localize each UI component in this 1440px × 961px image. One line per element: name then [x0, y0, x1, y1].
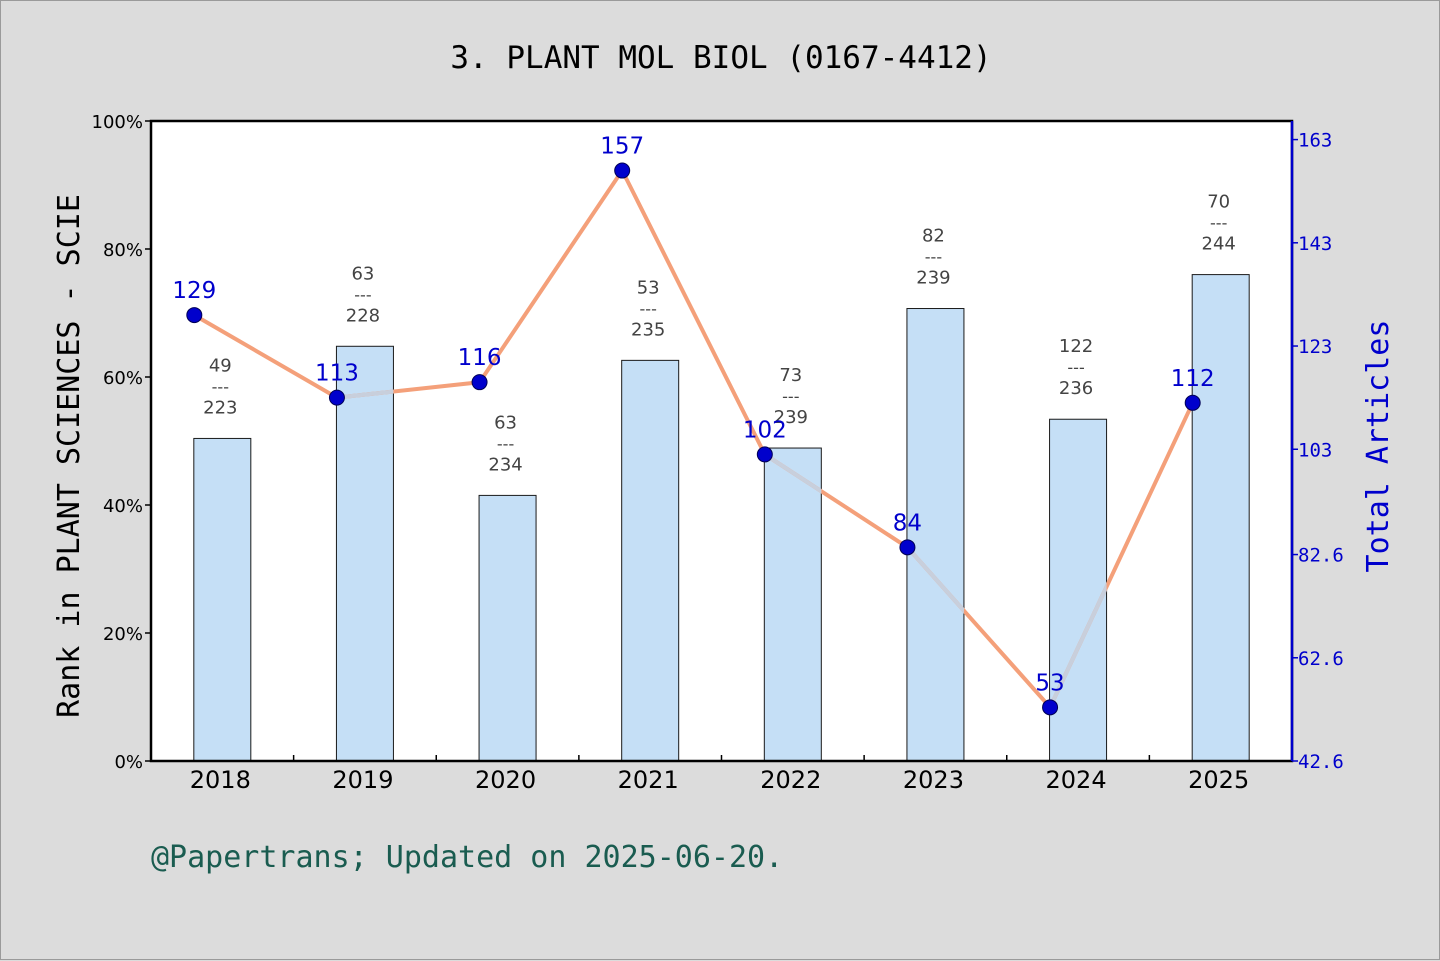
- y2-tick-label: 82.6: [1298, 545, 1344, 567]
- rank-bar: [1191, 274, 1250, 762]
- x-tick-label: 2024: [1046, 766, 1107, 794]
- rank-label-total: 235: [631, 319, 665, 340]
- rank-label-total: 239: [916, 268, 950, 289]
- y-tick-label: 0%: [114, 752, 143, 773]
- articles-value-label: 129: [172, 278, 216, 304]
- rank-label-rank: 82: [922, 226, 945, 247]
- rank-bar: [621, 359, 680, 762]
- rank-label-separator: ---: [212, 377, 229, 396]
- rank-label-rank: 70: [1207, 192, 1230, 213]
- footer-note: @Papertrans; Updated on 2025-06-20.: [151, 840, 783, 875]
- rank-label-total: 239: [774, 407, 808, 428]
- rank-bar: [478, 494, 537, 762]
- x-tick-label: 2021: [618, 766, 679, 794]
- rank-label-total: 244: [1202, 234, 1236, 255]
- articles-value-label: 112: [1171, 366, 1215, 392]
- y-tick-label: 40%: [103, 496, 143, 517]
- articles-point: [1184, 394, 1201, 411]
- articles-point: [756, 446, 773, 463]
- y2-axis-label: Total Articles: [1361, 320, 1396, 573]
- y2-tick-label: 103: [1298, 439, 1332, 461]
- articles-marker-group: [186, 162, 1201, 716]
- rank-label-group: 49---22363---22863---23453---23573---239…: [203, 192, 1236, 476]
- articles-value-label: 84: [893, 510, 922, 536]
- x-tick-label: 2025: [1188, 766, 1249, 794]
- rank-bar: [335, 345, 394, 762]
- rank-label-total: 234: [488, 454, 522, 475]
- x-tick-label: 2018: [190, 766, 251, 794]
- x-tick-label: 2020: [475, 766, 536, 794]
- y-axis-label: Rank in PLANT SCIENCES - SCIE: [52, 194, 87, 718]
- rank-label-rank: 49: [209, 355, 232, 376]
- plot-area: [151, 121, 1292, 761]
- rank-label-rank: 73: [779, 365, 802, 386]
- rank-label-separator: ---: [1210, 214, 1227, 233]
- y2-tick-label: 163: [1298, 130, 1332, 152]
- rank-bar: [763, 447, 822, 762]
- x-axis: 2018 2019 2020 2021 2022 2023 2024 2025: [190, 755, 1249, 794]
- rank-bar: [906, 308, 965, 762]
- chart-title: 3. PLANT MOL BIOL (0167-4412): [450, 40, 991, 76]
- articles-point: [1042, 699, 1059, 716]
- articles-value-label: 157: [600, 134, 644, 160]
- y2-tick-label: 123: [1298, 336, 1332, 358]
- bar-group: [193, 274, 1250, 762]
- articles-value-label: 116: [458, 345, 502, 371]
- x-tick-label: 2019: [332, 766, 393, 794]
- x-tick-label: 2022: [760, 766, 821, 794]
- articles-point: [471, 374, 488, 391]
- articles-value-label: 102: [743, 417, 787, 443]
- y2-tick-label: 42.6: [1298, 751, 1344, 773]
- rank-label-total: 236: [1059, 378, 1093, 399]
- rank-label-total: 223: [203, 397, 237, 418]
- articles-value-label: 113: [315, 361, 359, 387]
- rank-label-total: 228: [346, 305, 380, 326]
- y2-tick-label: 143: [1298, 233, 1332, 255]
- rank-bar: [193, 437, 252, 762]
- rank-label-rank: 63: [351, 263, 374, 284]
- rank-label-separator: ---: [354, 285, 371, 304]
- articles-point: [186, 307, 203, 324]
- rank-label-separator: ---: [497, 434, 514, 453]
- articles-line-group: [193, 168, 1195, 710]
- left-axis: 0% 20% 40% 60% 80% 100%: [92, 112, 151, 773]
- rank-label-rank: 63: [494, 412, 517, 433]
- articles-point: [899, 539, 916, 556]
- rank-label-rank: 53: [637, 277, 660, 298]
- y-tick-label: 100%: [92, 112, 143, 133]
- rank-bar: [1049, 418, 1108, 762]
- y-tick-label: 60%: [103, 368, 143, 389]
- rank-label-separator: ---: [640, 299, 657, 318]
- y-tick-label: 80%: [103, 240, 143, 261]
- articles-value-label: 53: [1035, 670, 1064, 696]
- articles-label-group: 129 113 116 157 102 84 53 112: [172, 134, 1214, 697]
- x-tick-label: 2023: [903, 766, 964, 794]
- articles-point: [328, 389, 345, 406]
- rank-label-separator: ---: [925, 248, 942, 267]
- y-tick-label: 20%: [103, 624, 143, 645]
- rank-label-separator: ---: [1067, 358, 1084, 377]
- rank-label-rank: 122: [1059, 336, 1093, 357]
- articles-point: [614, 162, 631, 179]
- rank-label-separator: ---: [782, 387, 799, 406]
- right-axis: 42.6 62.6 82.6 103 123 143 163: [1290, 121, 1344, 773]
- y2-tick-label: 62.6: [1298, 648, 1344, 670]
